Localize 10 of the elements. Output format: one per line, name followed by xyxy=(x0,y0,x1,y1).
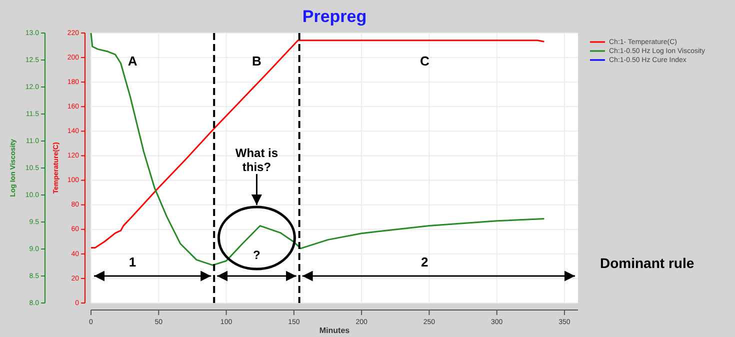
annotation: 2 xyxy=(421,254,428,270)
annotation: B xyxy=(252,53,262,68)
annotation: 1 xyxy=(128,254,136,270)
x-axis-title: Minutes xyxy=(319,326,350,335)
annotation: ? xyxy=(253,248,260,262)
text: Dominant rule xyxy=(600,255,694,271)
annotation: C xyxy=(420,53,430,68)
chart-title: Prepreg xyxy=(302,7,367,26)
annotation: A xyxy=(128,53,138,68)
annotation: What is this? xyxy=(235,146,278,174)
